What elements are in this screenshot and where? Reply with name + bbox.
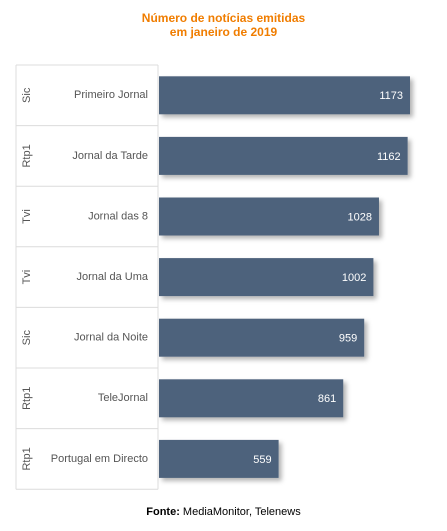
chart-title-line-2: em janeiro de 2019 — [169, 25, 278, 39]
bar — [159, 76, 410, 115]
value-label: 1173 — [379, 90, 403, 102]
bar — [159, 318, 365, 357]
category-label: TeleJornal — [98, 392, 148, 404]
bar — [159, 258, 374, 297]
channel-label: Rtp1 — [21, 387, 33, 410]
channel-label: Sic — [21, 87, 33, 103]
bar — [159, 379, 344, 418]
value-label: 1162 — [377, 151, 401, 163]
category-label: Jornal das 8 — [88, 210, 148, 222]
category-label: Primeiro Jornal — [74, 89, 148, 101]
value-label: 1028 — [347, 211, 371, 223]
value-label: 959 — [339, 333, 357, 345]
source-text: MediaMonitor, Telenews — [182, 506, 301, 518]
value-label: 1002 — [342, 272, 366, 284]
channel-label: Rtp1 — [21, 447, 33, 470]
bar — [159, 439, 279, 478]
channel-label: Sic — [21, 330, 33, 346]
chart-title-line-1: Número de notícias emitidas — [141, 11, 306, 25]
category-label: Portugal em Directo — [51, 453, 148, 465]
value-label: 861 — [318, 393, 336, 405]
chart-title: Número de notícias emitidas em janeiro d… — [0, 11, 447, 39]
value-label: 559 — [253, 454, 271, 466]
bar-chart: Sic Primeiro Jornal 1173 Rtp1 Jornal da Tard… — [15, 64, 410, 490]
category-label: Jornal da Noite — [74, 332, 148, 344]
channel-label: Tvi — [21, 270, 33, 285]
bar — [159, 136, 408, 175]
channel-label: Rtp1 — [21, 144, 33, 167]
category-label: Jornal da Uma — [76, 271, 148, 283]
channel-label: Tvi — [21, 209, 33, 224]
chart-source: Fonte: MediaMonitor, Telenews — [0, 506, 447, 518]
category-label: Jornal da Tarde — [72, 150, 148, 162]
source-label: Fonte: — [146, 506, 180, 518]
bar — [159, 197, 379, 236]
